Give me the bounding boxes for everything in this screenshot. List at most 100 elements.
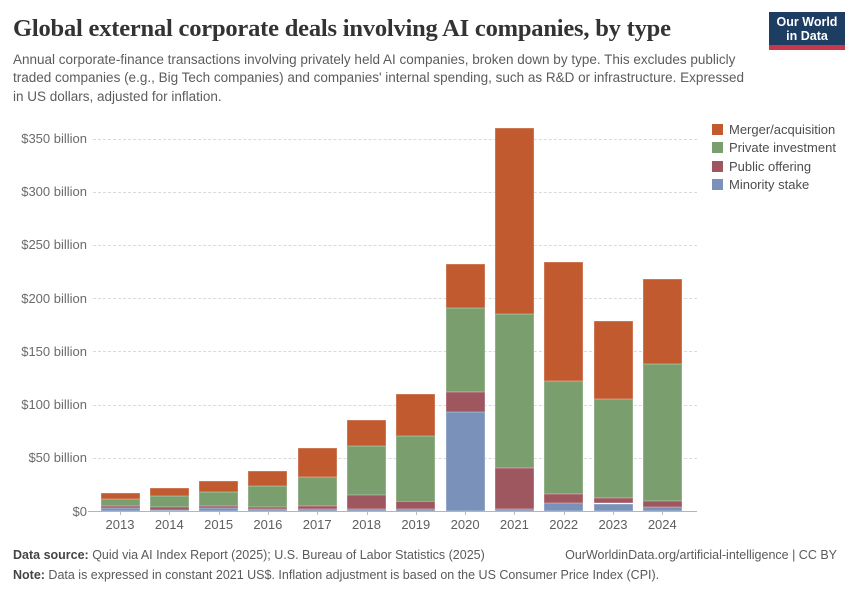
x-tick-mark [662, 511, 664, 515]
bar-segment-public-offering-2024[interactable] [642, 501, 682, 507]
x-tick-label: 2021 [499, 517, 529, 532]
owid-logo-line2: in Data [786, 28, 828, 43]
x-tick-mark [514, 511, 516, 515]
x-tick-mark [563, 511, 565, 515]
y-gridline [93, 404, 697, 406]
bar-segment-merger-acquisition-2024[interactable] [642, 279, 682, 365]
y-tick-label: $200 billion [21, 290, 87, 306]
bar-segment-minority-stake-2017[interactable] [297, 508, 337, 511]
bar-segment-private-investment-2016[interactable] [248, 486, 288, 507]
y-gridline [93, 138, 697, 140]
bar-segment-minority-stake-2019[interactable] [396, 508, 436, 511]
bar-segment-merger-acquisition-2021[interactable] [494, 127, 534, 315]
bar-segment-public-offering-2014[interactable] [149, 507, 189, 510]
owid-logo[interactable]: Our World in Data [769, 12, 845, 50]
x-tick-label: 2015 [204, 517, 234, 532]
legend-label: Public offering [729, 158, 812, 174]
x-tick-mark [218, 511, 220, 515]
bar-segment-public-offering-2013[interactable] [100, 506, 140, 509]
x-tick-label: 2020 [450, 517, 480, 532]
bar-segment-private-investment-2020[interactable] [445, 308, 485, 392]
x-tick-label: 2024 [647, 517, 677, 532]
bar-segment-private-investment-2018[interactable] [347, 445, 386, 495]
legend-item-minority-stake[interactable]: Minority stake [712, 177, 836, 192]
x-tick-mark [317, 511, 319, 515]
x-tick-label: 2013 [105, 517, 135, 532]
bar-segment-merger-acquisition-2022[interactable] [544, 262, 584, 382]
bar-segment-private-investment-2017[interactable] [297, 476, 337, 506]
y-tick-label: $350 billion [21, 131, 87, 146]
x-tick-label: 2023 [598, 517, 628, 532]
bar-segment-minority-stake-2015[interactable] [199, 508, 239, 511]
x-tick-label: 2018 [352, 517, 381, 532]
bar-segment-public-offering-2016[interactable] [248, 506, 288, 509]
x-tick-mark [120, 511, 121, 515]
bar-segment-public-offering-2023[interactable] [593, 498, 633, 504]
y-tick-label: $300 billion [21, 184, 87, 200]
owid-url-link[interactable]: OurWorldinData.org/artificial-intelligen… [565, 548, 837, 562]
bar-segment-merger-acquisition-2018[interactable] [347, 420, 386, 446]
x-tick-label: 2017 [302, 517, 332, 532]
legend-item-merger-acquisition[interactable]: Merger/acquisition [712, 122, 836, 137]
bar-segment-public-offering-2021[interactable] [494, 468, 534, 509]
bar-segment-merger-acquisition-2019[interactable] [396, 393, 436, 436]
bar-segment-private-investment-2023[interactable] [593, 399, 633, 499]
bar-segment-minority-stake-2024[interactable] [642, 506, 682, 511]
y-tick-label: $0 [72, 503, 87, 519]
footer-note-row: Note: Data is expressed in constant 2021… [13, 568, 837, 582]
x-tick-label: 2016 [253, 517, 283, 532]
bar-segment-private-investment-2013[interactable] [100, 499, 140, 507]
bar-segment-public-offering-2019[interactable] [396, 501, 436, 509]
bar-segment-merger-acquisition-2014[interactable] [149, 487, 189, 497]
bar-segment-minority-stake-2022[interactable] [544, 502, 584, 511]
bar-segment-private-investment-2021[interactable] [494, 314, 534, 469]
x-tick-mark [267, 511, 269, 515]
bar-segment-public-offering-2015[interactable] [199, 506, 239, 509]
legend-item-public-offering[interactable]: Public offering [712, 158, 836, 174]
legend-label: Private investment [729, 140, 836, 156]
data-source-text: Data source: Quid via AI Index Report (2… [13, 548, 485, 562]
x-tick-mark [415, 511, 417, 515]
bar-segment-minority-stake-2016[interactable] [248, 508, 288, 511]
bar-segment-minority-stake-2018[interactable] [347, 508, 386, 511]
bar-segment-private-investment-2022[interactable] [544, 381, 584, 494]
bar-segment-merger-acquisition-2020[interactable] [445, 264, 485, 309]
x-tick-mark [613, 511, 614, 515]
bar-segment-private-investment-2019[interactable] [396, 436, 436, 502]
footer-source-row: Data source: Quid via AI Index Report (2… [13, 548, 837, 562]
data-source-value: Quid via AI Index Report (2025); U.S. Bu… [88, 548, 485, 562]
y-tick-label: $50 billion [28, 450, 87, 466]
legend-swatch-icon [712, 142, 723, 154]
bar-segment-merger-acquisition-2016[interactable] [248, 470, 288, 486]
bar-segment-merger-acquisition-2013[interactable] [100, 493, 140, 500]
bar-segment-public-offering-2018[interactable] [347, 494, 386, 509]
bar-segment-minority-stake-2020[interactable] [445, 412, 485, 511]
bar-segment-private-investment-2014[interactable] [149, 496, 189, 508]
bar-segment-merger-acquisition-2017[interactable] [297, 448, 337, 477]
legend-item-private-investment[interactable]: Private investment [712, 140, 836, 156]
bar-segment-minority-stake-2013[interactable] [100, 508, 140, 511]
y-tick-label: $250 billion [21, 237, 87, 253]
bar-segment-merger-acquisition-2015[interactable] [199, 480, 239, 492]
bar-segment-private-investment-2015[interactable] [199, 491, 239, 507]
bar-segment-private-investment-2024[interactable] [642, 364, 682, 502]
bar-segment-public-offering-2020[interactable] [445, 391, 485, 412]
chart-legend: Merger/acquisition Private investment Publ… [712, 122, 836, 196]
note-label: Note: [13, 568, 45, 582]
bar-segment-minority-stake-2021[interactable] [494, 508, 534, 511]
bar-segment-public-offering-2017[interactable] [297, 505, 337, 509]
bar-segment-minority-stake-2023[interactable] [593, 503, 633, 512]
x-tick-label: 2014 [154, 517, 184, 532]
bar-segment-public-offering-2022[interactable] [544, 494, 584, 503]
bar-segment-minority-stake-2014[interactable] [149, 509, 189, 511]
y-tick-label: $100 billion [21, 397, 87, 413]
x-tick-label: 2019 [401, 517, 431, 532]
x-tick-mark [366, 511, 368, 515]
bar-segment-merger-acquisition-2023[interactable] [593, 321, 633, 400]
legend-label: Merger/acquisition [729, 122, 836, 137]
x-tick-mark [169, 511, 171, 515]
data-source-label: Data source: [13, 548, 89, 562]
y-gridline [93, 244, 697, 246]
